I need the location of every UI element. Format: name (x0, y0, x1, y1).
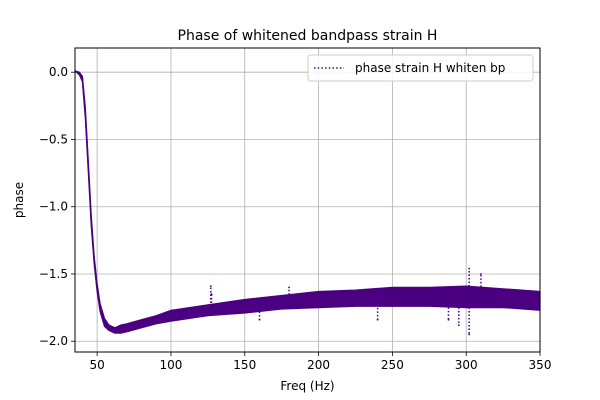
outlier-point (447, 318, 450, 321)
x-tick-label: 50 (90, 358, 105, 372)
y-axis-label: phase (12, 182, 26, 218)
chart-title: Phase of whitened bandpass strain H (178, 28, 438, 44)
legend: phase strain H whiten bp (307, 54, 534, 82)
x-tick-label: 300 (455, 358, 478, 372)
outlier-point (210, 293, 213, 296)
outlier-point (209, 285, 212, 287)
outlier-point (480, 273, 482, 275)
y-tick-label: −1.0 (39, 200, 68, 214)
y-tick-label: −0.5 (39, 132, 68, 146)
x-axis-label: Freq (Hz) (280, 379, 334, 393)
outlier-point (457, 324, 460, 326)
outlier-point (258, 318, 261, 321)
y-tick-label: −2.0 (39, 334, 68, 348)
outlier-point (468, 333, 471, 336)
outlier-point (468, 267, 471, 270)
plot-area (74, 47, 541, 353)
x-tick-label: 200 (307, 358, 330, 372)
outlier-point (288, 286, 290, 289)
outlier-point (376, 318, 379, 321)
x-tick-label: 350 (529, 358, 552, 372)
x-axis: 50 100 150 200 250 300 350 (90, 352, 552, 372)
y-axis: 0.0 −0.5 −1.0 −1.5 −2.0 (39, 65, 75, 348)
axes-frame (74, 47, 541, 353)
series-line (74, 70, 541, 332)
y-tick-label: 0.0 (49, 65, 68, 79)
x-tick-label: 150 (233, 358, 256, 372)
x-tick-label: 250 (381, 358, 404, 372)
legend-box (307, 54, 534, 82)
x-tick-label: 100 (159, 358, 182, 372)
legend-label: phase strain H whiten bp (355, 61, 505, 75)
y-tick-label: −1.5 (39, 267, 68, 281)
